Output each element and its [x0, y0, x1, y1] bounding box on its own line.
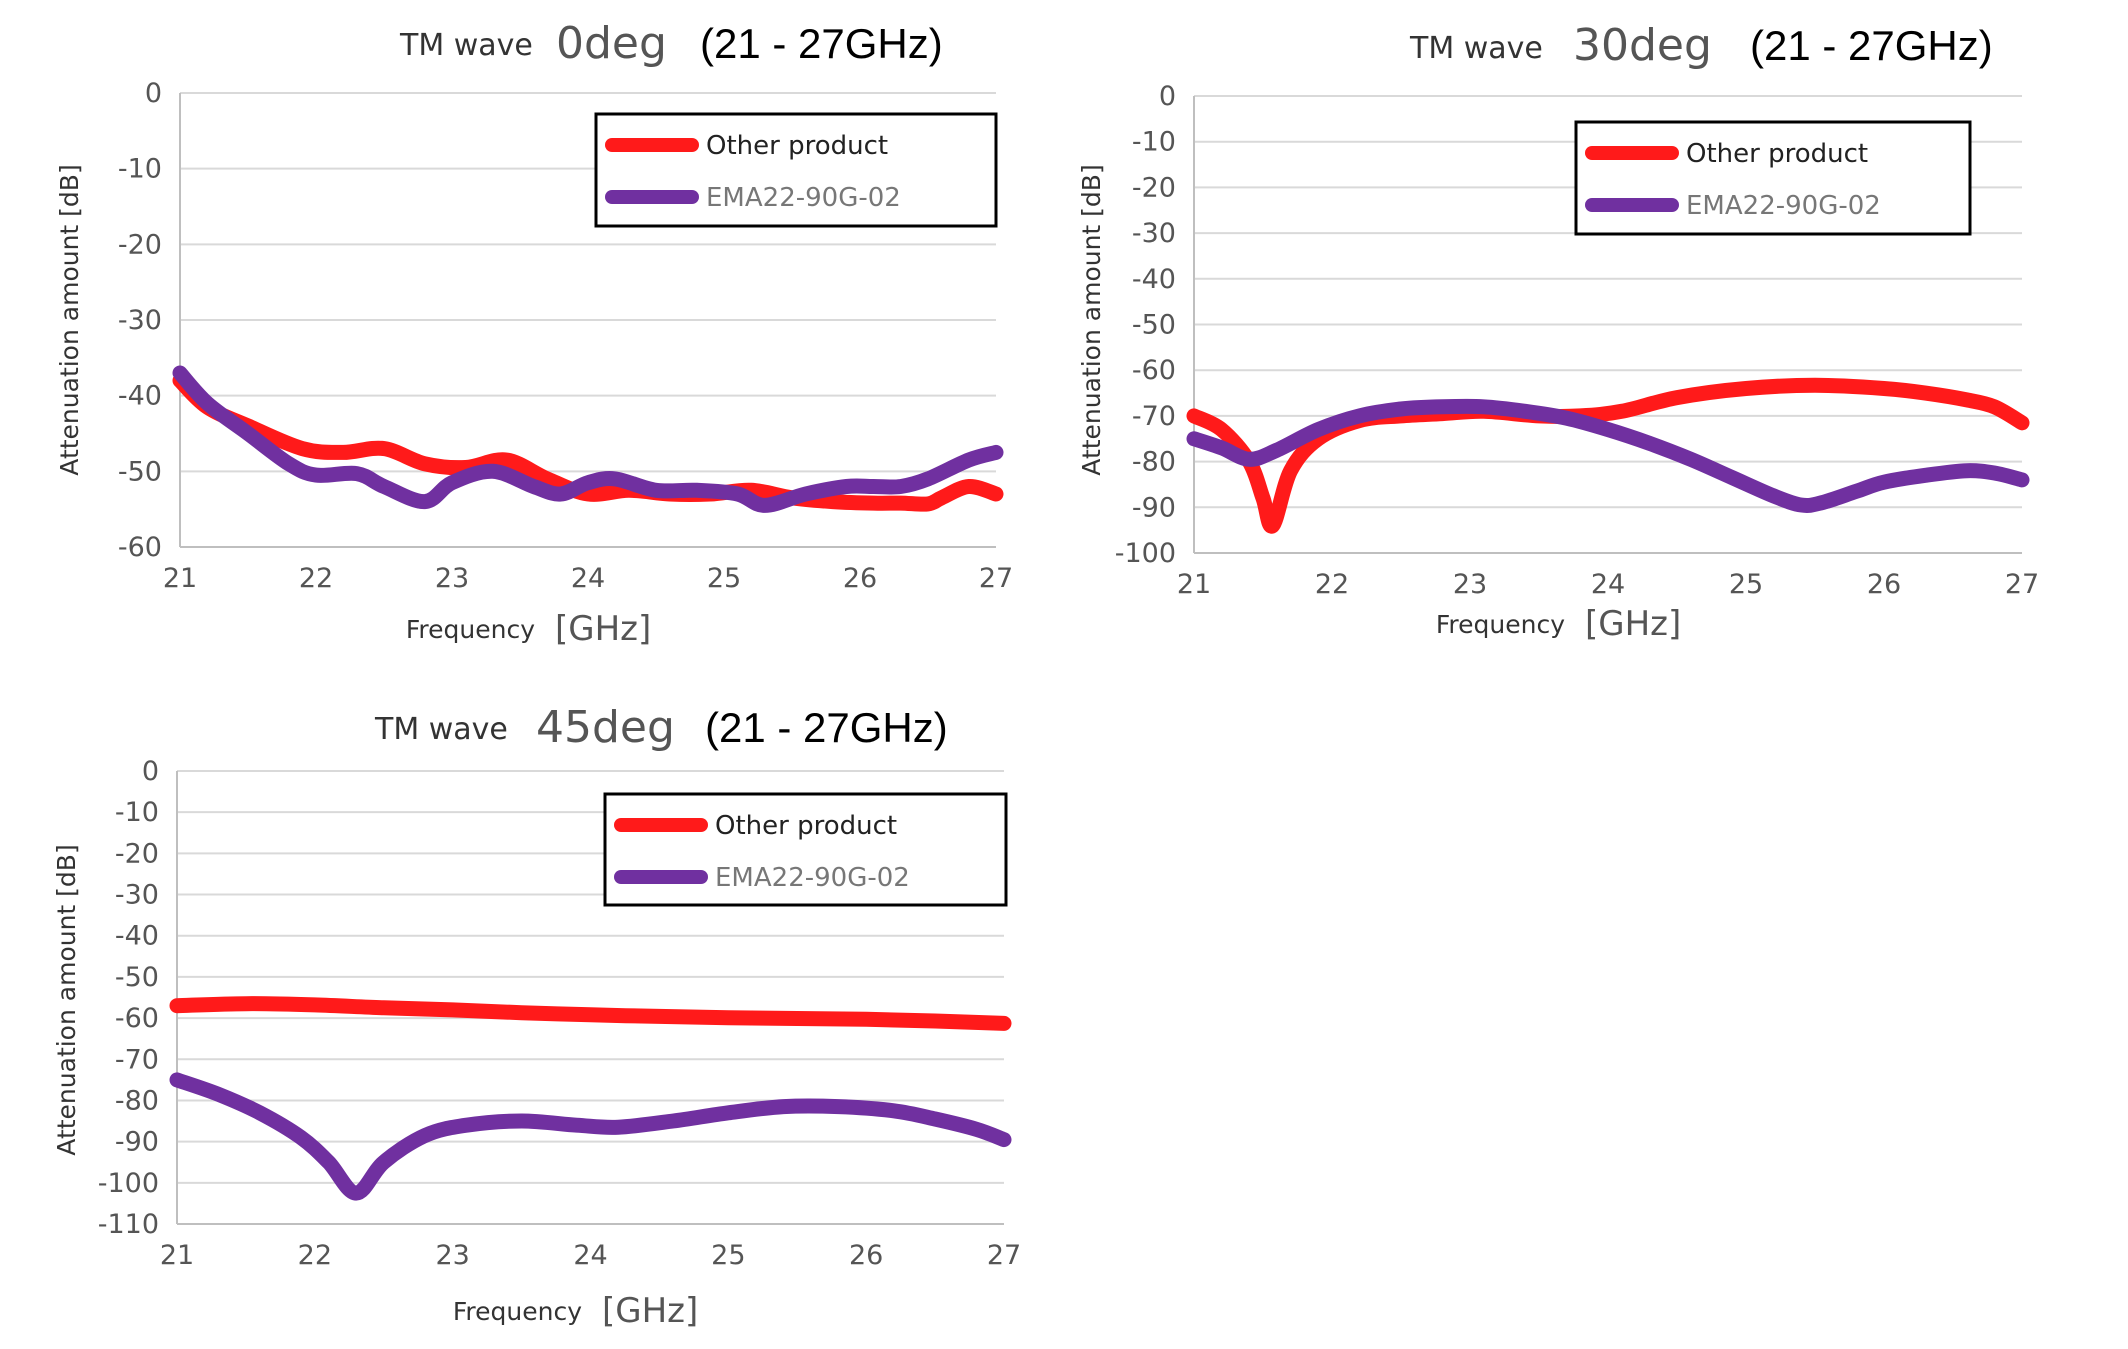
x-tick-label: 25: [707, 563, 741, 594]
y-tick-label: -20: [118, 229, 162, 260]
legend-entry-label: Other product: [706, 131, 888, 161]
x-axis-label: Frequency: [453, 1297, 582, 1326]
x-tick-label: 25: [711, 1240, 745, 1271]
x-tick-label: 21: [1177, 569, 1211, 600]
y-axis-label: Attenuation amount [dB]: [55, 164, 84, 475]
chart-tm-wave-0deg: TM wave 0deg (21 - 27GHz) 0 -10 -20 -30 -40 -50 -…: [0, 0, 1040, 665]
x-tick-label: 23: [435, 1240, 469, 1271]
chart-title-main: TM wave: [374, 712, 508, 747]
x-tick-label: 27: [2005, 569, 2039, 600]
chart-legend: Other product EMA22-90G-02: [594, 112, 998, 228]
x-tick-label: 24: [1591, 569, 1625, 600]
legend-entry-label: EMA22-90G-02: [1686, 191, 1881, 221]
y-tick-label: -70: [1132, 401, 1176, 432]
y-tick-label: -100: [98, 1168, 159, 1199]
x-tick-label: 27: [979, 563, 1013, 594]
x-axis-label: Frequency: [1436, 610, 1565, 639]
y-tick-label: -60: [115, 1003, 159, 1034]
y-tick-label: -80: [115, 1085, 159, 1116]
chart-title-main: TM wave: [1409, 31, 1543, 66]
y-tick-label: -20: [115, 838, 159, 869]
y-tick-label: -90: [1132, 492, 1176, 523]
y-tick-label: 0: [1159, 81, 1176, 112]
x-axis-unit: [GHz]: [602, 1291, 698, 1331]
y-tick-label: -20: [1132, 172, 1176, 203]
x-axis-label: Frequency: [406, 615, 535, 644]
chart-legend: Other product EMA22-90G-02: [1574, 120, 1972, 236]
y-tick-label: -70: [115, 1044, 159, 1075]
chart-45deg-svg: TM wave 45deg (21 - 27GHz) 0 -10 -20 -30 -40 -50…: [52, 702, 1021, 1331]
y-tick-label: -50: [1132, 310, 1176, 341]
chart-30deg-svg: TM wave 30deg (21 - 27GHz) 0 -10 -20 -30 -40 -50…: [1077, 20, 2039, 644]
y-tick-label: -10: [118, 154, 162, 185]
chart-0deg-svg: TM wave 0deg (21 - 27GHz) 0 -10 -20 -30 -40 -50 -…: [55, 18, 1013, 649]
y-tick-label: 0: [145, 78, 162, 109]
y-tick-label: -90: [115, 1127, 159, 1158]
x-axis-unit: [GHz]: [555, 609, 651, 649]
chart-title-main: TM wave: [399, 28, 533, 63]
legend-box: [594, 112, 998, 228]
y-tick-label: -100: [1115, 538, 1176, 569]
y-tick-label: -60: [118, 532, 162, 563]
y-tick-label: -80: [1132, 447, 1176, 478]
series-line-other-product: [172, 373, 1004, 512]
chart-title-range: (21 - 27GHz): [700, 20, 943, 67]
y-tick-label: -40: [1132, 264, 1176, 295]
x-tick-label: 22: [1315, 569, 1349, 600]
chart-legend: Other product EMA22-90G-02: [603, 792, 1008, 907]
y-axis-label: Attenuation amount [dB]: [52, 844, 81, 1155]
y-tick-label: -30: [118, 305, 162, 336]
legend-entry-label: Other product: [715, 811, 897, 841]
x-tick-label: 26: [1867, 569, 1901, 600]
legend-entry-label: EMA22-90G-02: [715, 863, 910, 893]
legend-entry-label: EMA22-90G-02: [706, 183, 901, 213]
x-tick-label: 26: [843, 563, 877, 594]
y-tick-label: -40: [115, 921, 159, 952]
series-line-ema22-90g-02: [1186, 398, 2030, 513]
y-tick-label: -60: [1132, 355, 1176, 386]
chart-tm-wave-45deg: TM wave 45deg (21 - 27GHz) 0 -10 -20 -30 -40 -50…: [0, 680, 1040, 1349]
y-tick-label: 0: [142, 756, 159, 787]
x-tick-label: 22: [299, 563, 333, 594]
legend-entry-label: Other product: [1686, 139, 1868, 169]
chart-tm-wave-30deg: TM wave 30deg (21 - 27GHz) 0 -10 -20 -30 -40 -50…: [1060, 0, 2128, 665]
y-tick-label: -40: [118, 381, 162, 412]
y-tick-label: -110: [98, 1209, 159, 1240]
x-tick-label: 21: [160, 1240, 194, 1271]
x-tick-label: 23: [435, 563, 469, 594]
series-line-other-product: [1186, 377, 2030, 534]
y-tick-label: -10: [115, 797, 159, 828]
x-tick-label: 23: [1453, 569, 1487, 600]
y-tick-label: -50: [118, 456, 162, 487]
y-tick-label: -10: [1132, 127, 1176, 158]
chart-title-range: (21 - 27GHz): [705, 704, 948, 751]
legend-box: [603, 792, 1008, 907]
chart-title-angle: 30deg: [1573, 20, 1712, 71]
y-tick-label: -30: [115, 880, 159, 911]
x-tick-label: 27: [987, 1240, 1021, 1271]
legend-box: [1574, 120, 1972, 236]
y-axis-label: Attenuation amount [dB]: [1077, 164, 1106, 475]
x-tick-label: 24: [573, 1240, 607, 1271]
y-tick-label: -30: [1132, 218, 1176, 249]
x-tick-label: 21: [163, 563, 197, 594]
x-tick-label: 25: [1729, 569, 1763, 600]
x-tick-label: 22: [298, 1240, 332, 1271]
y-tick-label: -50: [115, 962, 159, 993]
chart-title-angle: 0deg: [556, 18, 667, 69]
series-line-ema22-90g-02: [172, 365, 1004, 513]
x-tick-label: 26: [849, 1240, 883, 1271]
chart-title-range: (21 - 27GHz): [1750, 22, 1993, 69]
series-line-ema22-90g-02: [169, 1072, 1012, 1201]
x-axis-unit: [GHz]: [1585, 604, 1681, 644]
x-tick-label: 24: [571, 563, 605, 594]
chart-title-angle: 45deg: [536, 702, 675, 753]
series-line-other-product: [169, 996, 1012, 1031]
